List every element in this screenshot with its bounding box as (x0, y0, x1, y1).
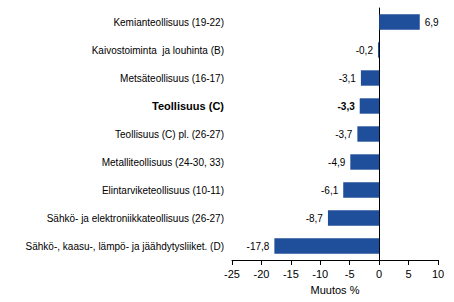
svg-text:-3,1: -3,1 (339, 73, 357, 84)
svg-text:-5: -5 (345, 268, 355, 280)
svg-text:Muutos %: Muutos % (311, 284, 360, 296)
svg-text:-25: -25 (224, 268, 240, 280)
svg-text:Kaivostoiminta ja louhinta (B: Kaivostoiminta ja louhinta (B) (92, 45, 224, 56)
svg-text:-0,2: -0,2 (356, 45, 374, 56)
svg-text:Metsäteollisuus (16-17): Metsäteollisuus (16-17) (120, 73, 224, 84)
svg-text:Teollisuus (C): Teollisuus (C) (152, 100, 224, 112)
svg-text:Kemianteollisuus (19-22): Kemianteollisuus (19-22) (113, 17, 224, 28)
svg-text:0: 0 (376, 268, 382, 280)
svg-text:Teollisuus (C) pl. (26-27): Teollisuus (C) pl. (26-27) (115, 129, 224, 140)
svg-text:Sähkö- ja elektroniikkateollis: Sähkö- ja elektroniikkateollisuus (26-27… (47, 213, 224, 224)
svg-text:-10: -10 (312, 268, 328, 280)
svg-text:10: 10 (432, 268, 444, 280)
svg-text:-17,8: -17,8 (247, 241, 270, 252)
svg-text:5: 5 (406, 268, 412, 280)
svg-text:-3,7: -3,7 (335, 129, 353, 140)
svg-text:-6,1: -6,1 (321, 185, 339, 196)
svg-text:-8,7: -8,7 (306, 213, 324, 224)
svg-text:-15: -15 (283, 268, 299, 280)
svg-text:-3,3: -3,3 (337, 101, 355, 112)
svg-text:6,9: 6,9 (425, 17, 439, 28)
svg-text:-20: -20 (253, 268, 269, 280)
svg-text:Elintarviketeollisuus (10-11): Elintarviketeollisuus (10-11) (102, 185, 224, 196)
svg-text:Sähkö-, kaasu-, lämpö- ja jääh: Sähkö-, kaasu-, lämpö- ja jäähdytysliike… (26, 241, 224, 252)
svg-text:Metalliteollisuus (24-30, 33): Metalliteollisuus (24-30, 33) (102, 157, 224, 168)
svg-text:-4,9: -4,9 (328, 157, 346, 168)
